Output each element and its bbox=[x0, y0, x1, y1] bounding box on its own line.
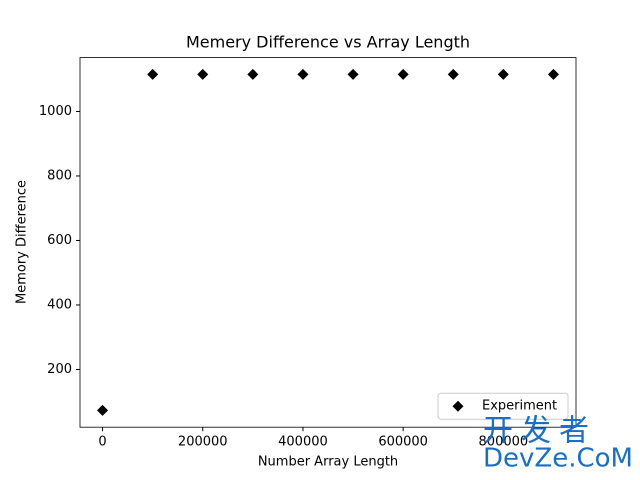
y-axis-label: Memory Difference bbox=[15, 180, 30, 304]
legend-box bbox=[437, 392, 569, 420]
legend-marker bbox=[452, 400, 464, 412]
x-tick-label: 400000 bbox=[278, 435, 328, 450]
point bbox=[547, 68, 559, 80]
point bbox=[147, 68, 159, 80]
x-tick-label: 800000 bbox=[479, 435, 529, 450]
point bbox=[397, 68, 409, 80]
plot-frame bbox=[79, 57, 577, 428]
point bbox=[97, 404, 109, 416]
chart-title: Memery Difference vs Array Length bbox=[186, 33, 470, 52]
x-tick-label: 0 bbox=[98, 435, 106, 450]
y-tick-label: 400 bbox=[47, 297, 72, 312]
watermark: 开发者 bbox=[483, 414, 597, 449]
point bbox=[347, 68, 359, 80]
point bbox=[247, 68, 259, 80]
point bbox=[197, 68, 209, 80]
x-axis-label: Number Array Length bbox=[258, 455, 398, 470]
watermark: DevZe.CoM bbox=[483, 444, 633, 474]
point bbox=[297, 68, 309, 80]
y-tick-label: 800 bbox=[47, 168, 72, 183]
legend-label: Experiment bbox=[482, 399, 557, 414]
y-tick-label: 200 bbox=[47, 362, 72, 377]
point bbox=[447, 68, 459, 80]
y-tick-label: 1000 bbox=[39, 104, 72, 119]
x-tick-label: 600000 bbox=[378, 435, 428, 450]
point bbox=[497, 68, 509, 80]
y-tick-label: 600 bbox=[47, 233, 72, 248]
x-tick-label: 200000 bbox=[178, 435, 228, 450]
